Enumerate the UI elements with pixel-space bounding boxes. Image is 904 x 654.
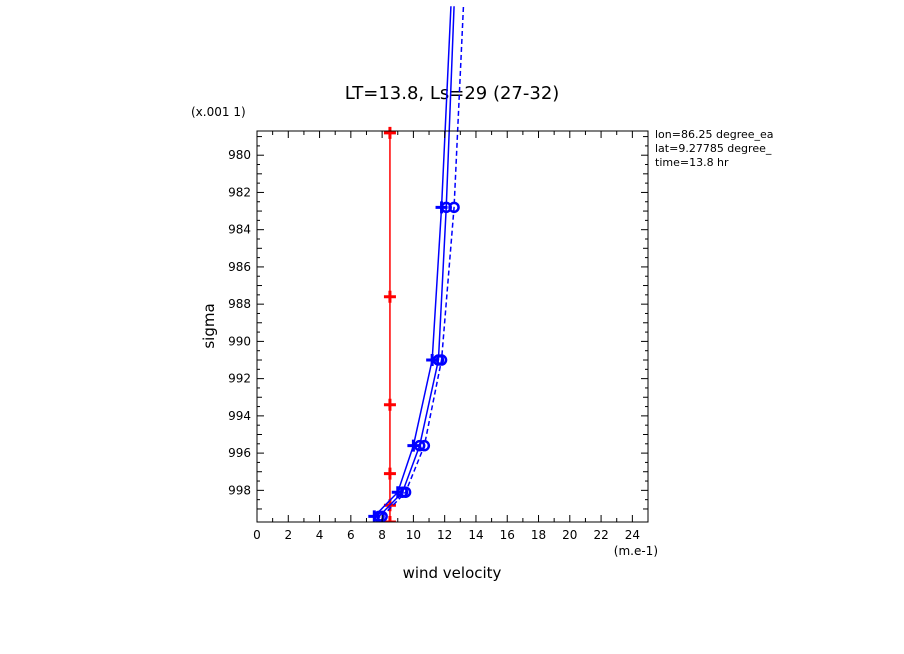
x-tick-label: 0 bbox=[253, 528, 261, 542]
y-tick-label: 986 bbox=[228, 260, 251, 274]
series-0-point bbox=[383, 467, 396, 480]
info-line-lat: lat=9.27785 degree_ bbox=[655, 142, 772, 155]
x-tick-label: 18 bbox=[531, 528, 546, 542]
x-axis-title: wind velocity bbox=[403, 564, 502, 582]
x-tick-label: 10 bbox=[406, 528, 421, 542]
y-tick-label: 992 bbox=[228, 372, 251, 386]
series-0-point bbox=[383, 398, 396, 411]
x-tick-label: 24 bbox=[625, 528, 640, 542]
x-tick-label: 2 bbox=[284, 528, 292, 542]
y-tick-label: 980 bbox=[228, 148, 251, 162]
y-tick-label: 988 bbox=[228, 297, 251, 311]
y-tick-label: 994 bbox=[228, 409, 251, 423]
y-tick-label: 996 bbox=[228, 446, 251, 460]
x-tick-label: 14 bbox=[468, 528, 483, 542]
series-layer bbox=[368, 6, 465, 522]
y-axis: 980 982 984 986 988 990 992 994 996 998 bbox=[228, 136, 648, 510]
x-tick-label: 8 bbox=[378, 528, 386, 542]
x-tick-label: 22 bbox=[593, 528, 608, 542]
x-tick-label: 12 bbox=[437, 528, 452, 542]
y-unit-label: (x.001 1) bbox=[191, 105, 246, 119]
y-tick-label: 990 bbox=[228, 334, 251, 348]
series-0-point bbox=[383, 290, 396, 303]
info-clip-mask bbox=[780, 125, 904, 175]
series-3-point bbox=[399, 486, 412, 498]
plot-frame bbox=[256, 130, 649, 523]
x-tick-label: 20 bbox=[562, 528, 577, 542]
x-unit-label: (m.e-1) bbox=[614, 544, 658, 558]
x-axis: 0 2 4 6 8 10 12 14 16 18 20 22 24 bbox=[253, 131, 649, 542]
series-3-point bbox=[448, 201, 460, 214]
x-tick-label: 4 bbox=[316, 528, 324, 542]
y-axis-title: sigma bbox=[200, 303, 218, 348]
y-tick-label: 982 bbox=[228, 185, 251, 199]
y-tick-label: 984 bbox=[228, 223, 251, 237]
series-0-point bbox=[383, 516, 396, 522]
x-tick-label: 6 bbox=[347, 528, 355, 542]
info-line-time: time=13.8 hr bbox=[655, 156, 729, 169]
y-tick-label: 998 bbox=[228, 483, 251, 497]
series-3-point bbox=[435, 354, 448, 366]
series-line-1 bbox=[373, 6, 452, 517]
series-0-point bbox=[383, 126, 396, 139]
series-3-point bbox=[418, 439, 431, 452]
x-tick-label: 16 bbox=[500, 528, 515, 542]
chart-title: LT=13.8, Ls=29 (27-32) bbox=[345, 83, 560, 104]
info-line-lon: lon=86.25 degree_ea bbox=[655, 128, 774, 141]
series-1-point bbox=[407, 439, 420, 452]
